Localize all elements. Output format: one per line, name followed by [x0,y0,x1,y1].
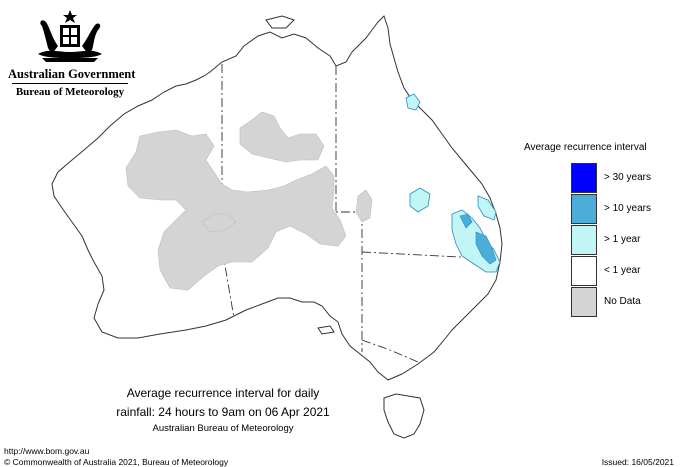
government-title: Australian Government [8,67,136,81]
website-link[interactable]: http://www.bom.gov.au [4,446,90,456]
legend-label: > 30 years [604,172,651,183]
legend-swatch [571,163,597,193]
legend-item-over-10-years: > 10 years [571,194,680,225]
header-divider [12,83,128,84]
legend-label: > 1 year [604,234,641,245]
map-caption-line1: Average recurrence interval for daily [126,386,320,400]
copyright-notice: © Commonwealth of Australia 2021, Bureau… [4,457,229,467]
legend-swatch [571,287,597,317]
no-data-regions [125,111,373,291]
legend-swatch [571,225,597,255]
issued-date: Issued: 16/05/2021 [601,457,674,467]
bureau-title: Bureau of Meteorology [15,86,125,98]
tasmania-outline [383,393,425,439]
map-caption-line2: rainfall: 24 hours to 9am on 06 Apr 2021 [116,405,330,419]
over-10-years-regions [459,213,497,265]
government-logo: Australian Government Bureau of Meteorol… [8,8,136,98]
legend-label: > 10 years [604,203,651,214]
legend-title: Average recurrence interval [524,142,647,153]
legend-item-no-data: No Data [571,287,680,318]
coat-of-arms-icon [38,10,102,62]
legend-item-over-1-year: > 1 year [571,225,680,256]
legend-swatch [571,194,597,224]
legend-item-under-1-year: < 1 year [571,256,680,287]
map-caption-line3: Australian Bureau of Meteorology [152,423,294,434]
legend-label: < 1 year [604,265,641,276]
melville-island-outline [265,15,295,29]
legend-item-over-30-years: > 30 years [571,163,680,194]
kangaroo-island-outline [317,325,335,335]
legend-label: No Data [604,296,641,307]
legend-swatch [571,256,597,286]
